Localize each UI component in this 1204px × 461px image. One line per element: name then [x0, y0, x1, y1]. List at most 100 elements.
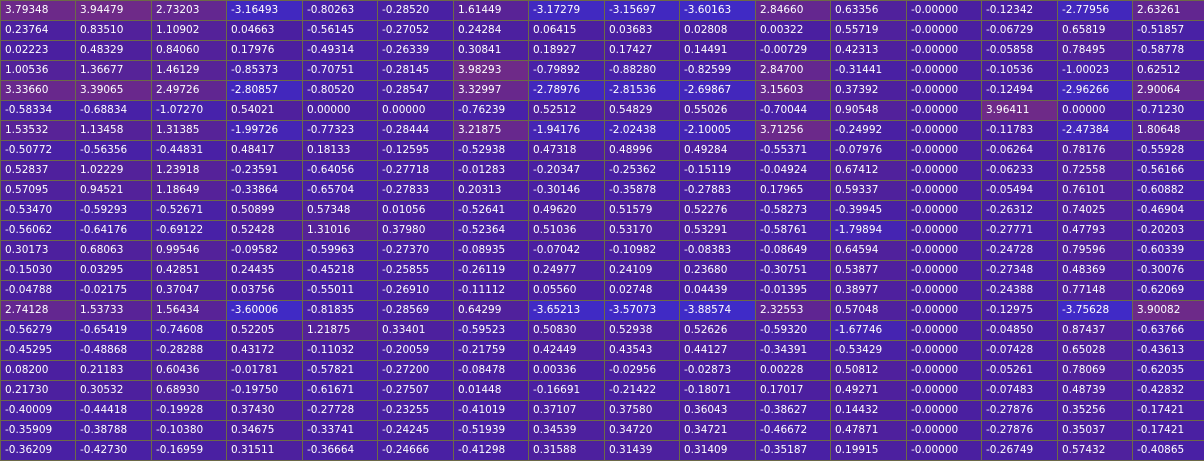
heatmap-cell: -0.56062 [1, 221, 76, 241]
heatmap-cell: 0.84060 [152, 41, 227, 61]
heatmap-cell: -0.09582 [227, 241, 303, 261]
heatmap-cell: -0.56356 [76, 141, 152, 161]
heatmap-cell: -0.07428 [982, 341, 1058, 361]
heatmap-cell: -3.88574 [680, 301, 756, 321]
heatmap-cell: 1.13458 [76, 121, 152, 141]
heatmap-cell: -0.58778 [1133, 41, 1204, 61]
heatmap-cell: 0.48417 [227, 141, 303, 161]
heatmap-cell: -0.15030 [1, 261, 76, 281]
heatmap-cell: 0.31409 [680, 441, 756, 461]
heatmap-cell: 0.04439 [680, 281, 756, 301]
heatmap-cell: -2.02438 [605, 121, 680, 141]
heatmap-cell: 0.50899 [227, 201, 303, 221]
heatmap-cell: -0.68834 [76, 101, 152, 121]
heatmap-cell: -0.52641 [454, 201, 529, 221]
heatmap-cell: -0.62069 [1133, 281, 1204, 301]
heatmap-cell: 0.53877 [831, 261, 907, 281]
heatmap-cell: -0.01395 [756, 281, 831, 301]
heatmap-cell: 0.19915 [831, 441, 907, 461]
heatmap-cell: -0.10536 [982, 61, 1058, 81]
heatmap-cell: -0.70751 [303, 61, 378, 81]
heatmap-cell: -0.52938 [454, 141, 529, 161]
heatmap-cell: -0.36664 [303, 441, 378, 461]
heatmap-cell: -0.00000 [907, 141, 982, 161]
heatmap-cell: -0.00000 [907, 161, 982, 181]
heatmap-cell: -0.25362 [605, 161, 680, 181]
heatmap-cell: -0.06264 [982, 141, 1058, 161]
heatmap-cell: -0.55371 [756, 141, 831, 161]
heatmap-cell: -0.05858 [982, 41, 1058, 61]
heatmap-cell: 0.17965 [756, 181, 831, 201]
heatmap-cell: -2.81536 [605, 81, 680, 101]
heatmap-cell: -0.44831 [152, 141, 227, 161]
heatmap-cell: -0.27200 [378, 361, 454, 381]
heatmap-cell: -0.65419 [76, 321, 152, 341]
heatmap-cell: -0.24728 [982, 241, 1058, 261]
heatmap-cell: -0.42730 [76, 441, 152, 461]
heatmap-cell: 0.21183 [76, 361, 152, 381]
heatmap-cell: -0.07976 [831, 141, 907, 161]
heatmap-cell: -0.41019 [454, 401, 529, 421]
heatmap-cell: -0.00000 [907, 401, 982, 421]
heatmap-cell: -0.80520 [303, 81, 378, 101]
heatmap-cell: 0.00000 [378, 101, 454, 121]
heatmap-cell: 3.90082 [1133, 301, 1204, 321]
heatmap-cell: -0.00000 [907, 201, 982, 221]
heatmap-cell: -0.33741 [303, 421, 378, 441]
heatmap-cell: 0.74025 [1058, 201, 1133, 221]
heatmap-cell: 0.62512 [1133, 61, 1204, 81]
heatmap-cell: -0.27876 [982, 421, 1058, 441]
heatmap-cell: 1.36677 [76, 61, 152, 81]
heatmap-cell: 0.01448 [454, 381, 529, 401]
heatmap-cell: -0.21422 [605, 381, 680, 401]
heatmap-cell: 2.49726 [152, 81, 227, 101]
heatmap-cell: 0.68063 [76, 241, 152, 261]
heatmap-cell: 0.17976 [227, 41, 303, 61]
heatmap-cell: -0.27771 [982, 221, 1058, 241]
heatmap-cell: 0.00000 [303, 101, 378, 121]
heatmap-cell: -0.12494 [982, 81, 1058, 101]
heatmap-cell: -0.53470 [1, 201, 76, 221]
heatmap-cell: 0.50812 [831, 361, 907, 381]
heatmap-cell: 0.52276 [680, 201, 756, 221]
heatmap-cell: 1.31385 [152, 121, 227, 141]
heatmap-cell: 0.50830 [529, 321, 605, 341]
heatmap-cell: -0.00000 [907, 301, 982, 321]
heatmap-cell: -0.20347 [529, 161, 605, 181]
heatmap-cell: -0.59523 [454, 321, 529, 341]
heatmap-cell: 2.63261 [1133, 1, 1204, 21]
heatmap-cell: 1.46129 [152, 61, 227, 81]
heatmap-cell: -0.70044 [756, 101, 831, 121]
heatmap-cell: -0.00000 [907, 321, 982, 341]
heatmap-cell: 0.17017 [756, 381, 831, 401]
heatmap-cell: -1.67746 [831, 321, 907, 341]
heatmap-cell: -0.00729 [756, 41, 831, 61]
heatmap-cell: -0.26312 [982, 201, 1058, 221]
heatmap-cell: -0.69122 [152, 221, 227, 241]
heatmap-cell: 0.34720 [605, 421, 680, 441]
heatmap-cell: -0.27348 [982, 261, 1058, 281]
heatmap-cell: 1.80648 [1133, 121, 1204, 141]
heatmap-cell: -1.94176 [529, 121, 605, 141]
heatmap-cell: 0.68930 [152, 381, 227, 401]
heatmap-cell: -0.05494 [982, 181, 1058, 201]
heatmap-cell: 0.51036 [529, 221, 605, 241]
heatmap-cell: -0.26119 [454, 261, 529, 281]
heatmap-cell: 0.02808 [680, 21, 756, 41]
heatmap-cell: 0.24284 [454, 21, 529, 41]
heatmap-cell: 1.53532 [1, 121, 76, 141]
heatmap-cell: 2.32553 [756, 301, 831, 321]
heatmap-cell: 0.44127 [680, 341, 756, 361]
heatmap-cell: 0.03683 [605, 21, 680, 41]
heatmap-cell: -0.27728 [303, 401, 378, 421]
heatmap-cell: -2.47384 [1058, 121, 1133, 141]
heatmap-cell: -0.64056 [303, 161, 378, 181]
heatmap-cell: -0.80263 [303, 1, 378, 21]
heatmap-cell: -0.40009 [1, 401, 76, 421]
heatmap-cell: 0.17427 [605, 41, 680, 61]
